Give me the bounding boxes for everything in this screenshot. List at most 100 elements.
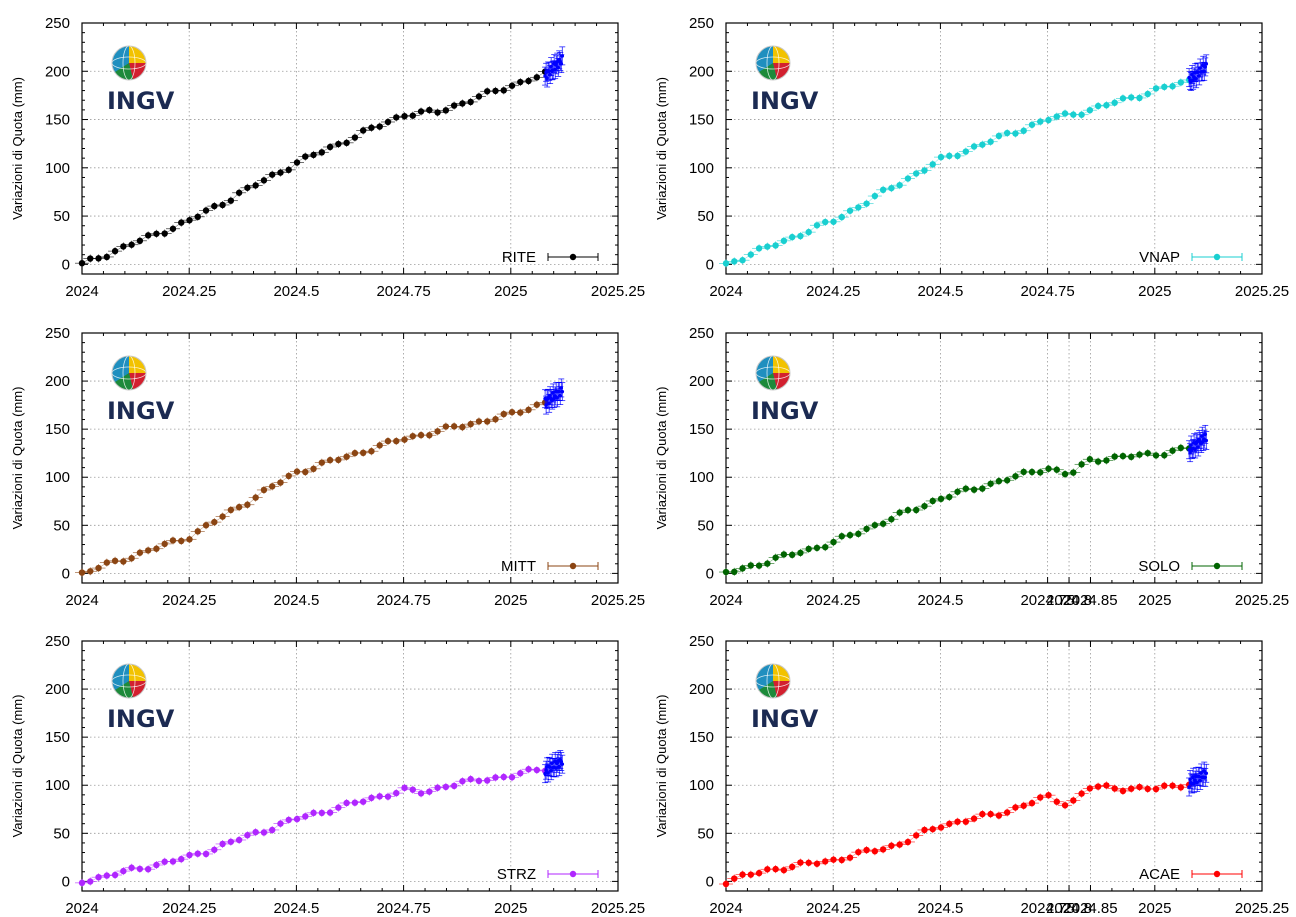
data-point	[517, 78, 524, 86]
x-tick-label: 2024.25	[162, 283, 216, 300]
chart-panel-mitt: 0 50 100 150 200 250 2024 2024.25 2024.5 2024.75 2…	[10, 325, 645, 609]
legend: VNAP	[1139, 249, 1243, 266]
y-tick-label: 200	[689, 63, 714, 80]
y-tick-label: 0	[62, 256, 70, 273]
y-tick-label: 200	[689, 681, 714, 698]
recent-series-mitt	[542, 378, 566, 415]
plot-area	[82, 23, 618, 274]
legend: STRZ	[497, 866, 599, 883]
data-point	[368, 124, 375, 131]
data-series-acae	[719, 780, 1197, 889]
data-point	[450, 102, 458, 109]
x-tick-label: 2025.25	[591, 283, 645, 300]
y-tick-label: 0	[62, 873, 70, 890]
x-tick-label: 2024.25	[162, 900, 216, 917]
chart-panel-rite: 0 50 100 150 200 250 2024 2024.25 2024.5 2024.75 2…	[10, 15, 645, 300]
x-tick-label: 2024.85	[1063, 592, 1117, 609]
x-tick-label: 2025	[1138, 900, 1171, 917]
legend-label: VNAP	[1139, 249, 1180, 266]
y-tick-label: 200	[45, 681, 70, 698]
globe-icon	[111, 663, 147, 699]
x-tick-label: 2024	[65, 283, 98, 300]
plot-frame	[81, 22, 619, 275]
y-tick-label: 0	[706, 565, 714, 582]
recent-point	[1204, 62, 1209, 66]
data-point	[533, 74, 541, 81]
recent-series-solo	[1186, 424, 1210, 463]
x-tick-label: 2024.5	[273, 592, 319, 609]
recent-point	[560, 54, 565, 58]
legend-marker	[1213, 253, 1221, 261]
data-point	[401, 112, 408, 120]
data-point	[1152, 85, 1160, 92]
x-tick-label: 2025.25	[591, 900, 645, 917]
ingv-logo: INGV	[751, 663, 819, 733]
x-tick-label: 2024.25	[806, 900, 860, 917]
y-axis-title: Variazioni di Quota (mm)	[10, 77, 25, 220]
x-tick-label: 2024.5	[273, 283, 319, 300]
chart-panel-vnap: 0 50 100 150 200 250 2024 2024.25 2024.5 2024.75 2…	[654, 15, 1289, 300]
x-tick-label: 2024.5	[917, 900, 963, 917]
y-tick-label: 150	[689, 729, 714, 746]
legend-label: STRZ	[497, 866, 536, 883]
y-axis-title: Variazioni di Quota (mm)	[10, 387, 25, 530]
y-tick-label: 250	[689, 633, 714, 650]
y-tick-label: 0	[706, 256, 714, 273]
y-tick-label: 100	[45, 469, 70, 486]
logo-wordmark: INGV	[107, 705, 175, 733]
plot-frame	[81, 332, 619, 584]
data-point	[459, 100, 466, 107]
y-tick-label: 150	[689, 112, 714, 129]
y-tick-label: 200	[45, 63, 70, 80]
x-tick-label: 2024.75	[1020, 900, 1074, 917]
recent-point	[560, 762, 565, 766]
y-tick-label: 250	[45, 15, 70, 32]
ingv-logo: INGV	[107, 663, 175, 733]
ingv-logo: INGV	[751, 355, 819, 425]
logo-wordmark: INGV	[751, 705, 819, 733]
x-tick-label: 2025	[494, 592, 527, 609]
x-tick-label: 2024.25	[162, 592, 216, 609]
y-tick-label: 50	[697, 517, 714, 534]
recent-series-strz	[542, 750, 566, 784]
x-tick-label: 2024.25	[806, 592, 860, 609]
x-tick-label: 2024.5	[917, 283, 963, 300]
x-tick-label: 2024.75	[376, 592, 430, 609]
legend: SOLO	[1138, 558, 1243, 575]
y-tick-label: 250	[689, 15, 714, 32]
legend-label: SOLO	[1138, 558, 1180, 575]
x-tick-label: 2024	[709, 283, 742, 300]
globe-icon	[755, 45, 791, 81]
y-tick-label: 250	[45, 633, 70, 650]
x-tick-label: 2024.75	[1020, 592, 1074, 609]
data-point	[384, 118, 392, 126]
data-series-mitt	[75, 398, 553, 577]
plot-frame	[725, 22, 1263, 275]
x-tick-label: 2025	[1138, 592, 1171, 609]
y-tick-label: 150	[45, 112, 70, 129]
x-tick-label: 2024.85	[1063, 900, 1117, 917]
legend-label: RITE	[502, 249, 536, 266]
recent-series-vnap	[1186, 54, 1210, 92]
data-point	[1144, 90, 1151, 98]
legend: ACAE	[1139, 866, 1243, 883]
x-tick-label: 2024.25	[806, 283, 860, 300]
data-point	[393, 114, 400, 121]
data-series-solo	[719, 443, 1197, 577]
plot-frame	[81, 640, 619, 892]
x-tick-label: 2025.25	[591, 592, 645, 609]
y-tick-label: 150	[45, 421, 70, 438]
data-point	[475, 418, 483, 425]
legend: RITE	[502, 249, 599, 266]
x-tick-label: 2025	[494, 283, 527, 300]
data-point	[1144, 449, 1151, 457]
y-axis-title: Variazioni di Quota (mm)	[654, 387, 669, 530]
logo-wordmark: INGV	[107, 397, 175, 425]
y-axis-title: Variazioni di Quota (mm)	[654, 77, 669, 220]
plot-area	[726, 641, 1262, 891]
data-point	[1045, 465, 1052, 472]
y-tick-label: 50	[53, 825, 70, 842]
x-tick-label: 2024	[709, 900, 742, 917]
y-tick-label: 250	[45, 325, 70, 342]
